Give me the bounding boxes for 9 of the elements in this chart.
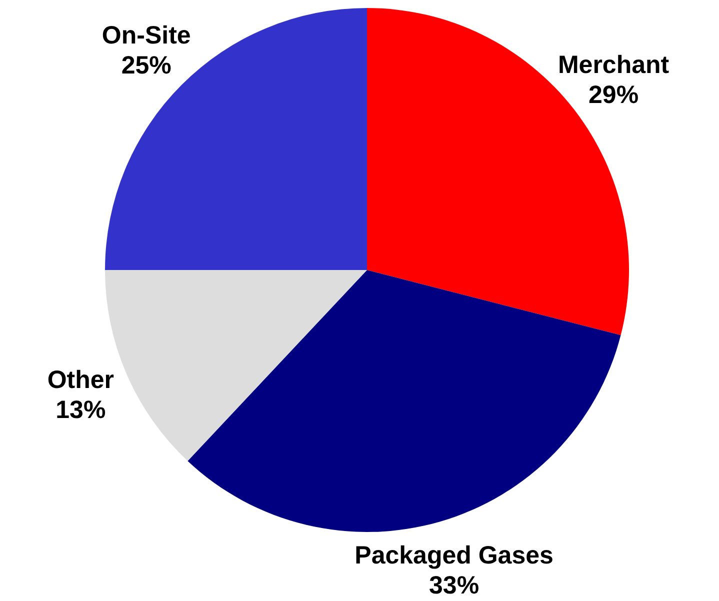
slice-label: Merchant (558, 50, 670, 79)
data-label: 25% (121, 51, 172, 80)
pie-slice (188, 270, 621, 532)
slice-label: On-Site (102, 21, 191, 50)
data-label: 33% (429, 572, 480, 600)
slice-label: Other (47, 366, 114, 394)
slice-label: Packaged Gases (354, 542, 554, 570)
data-label: 13% (56, 396, 106, 424)
data-label: 29% (588, 80, 639, 109)
